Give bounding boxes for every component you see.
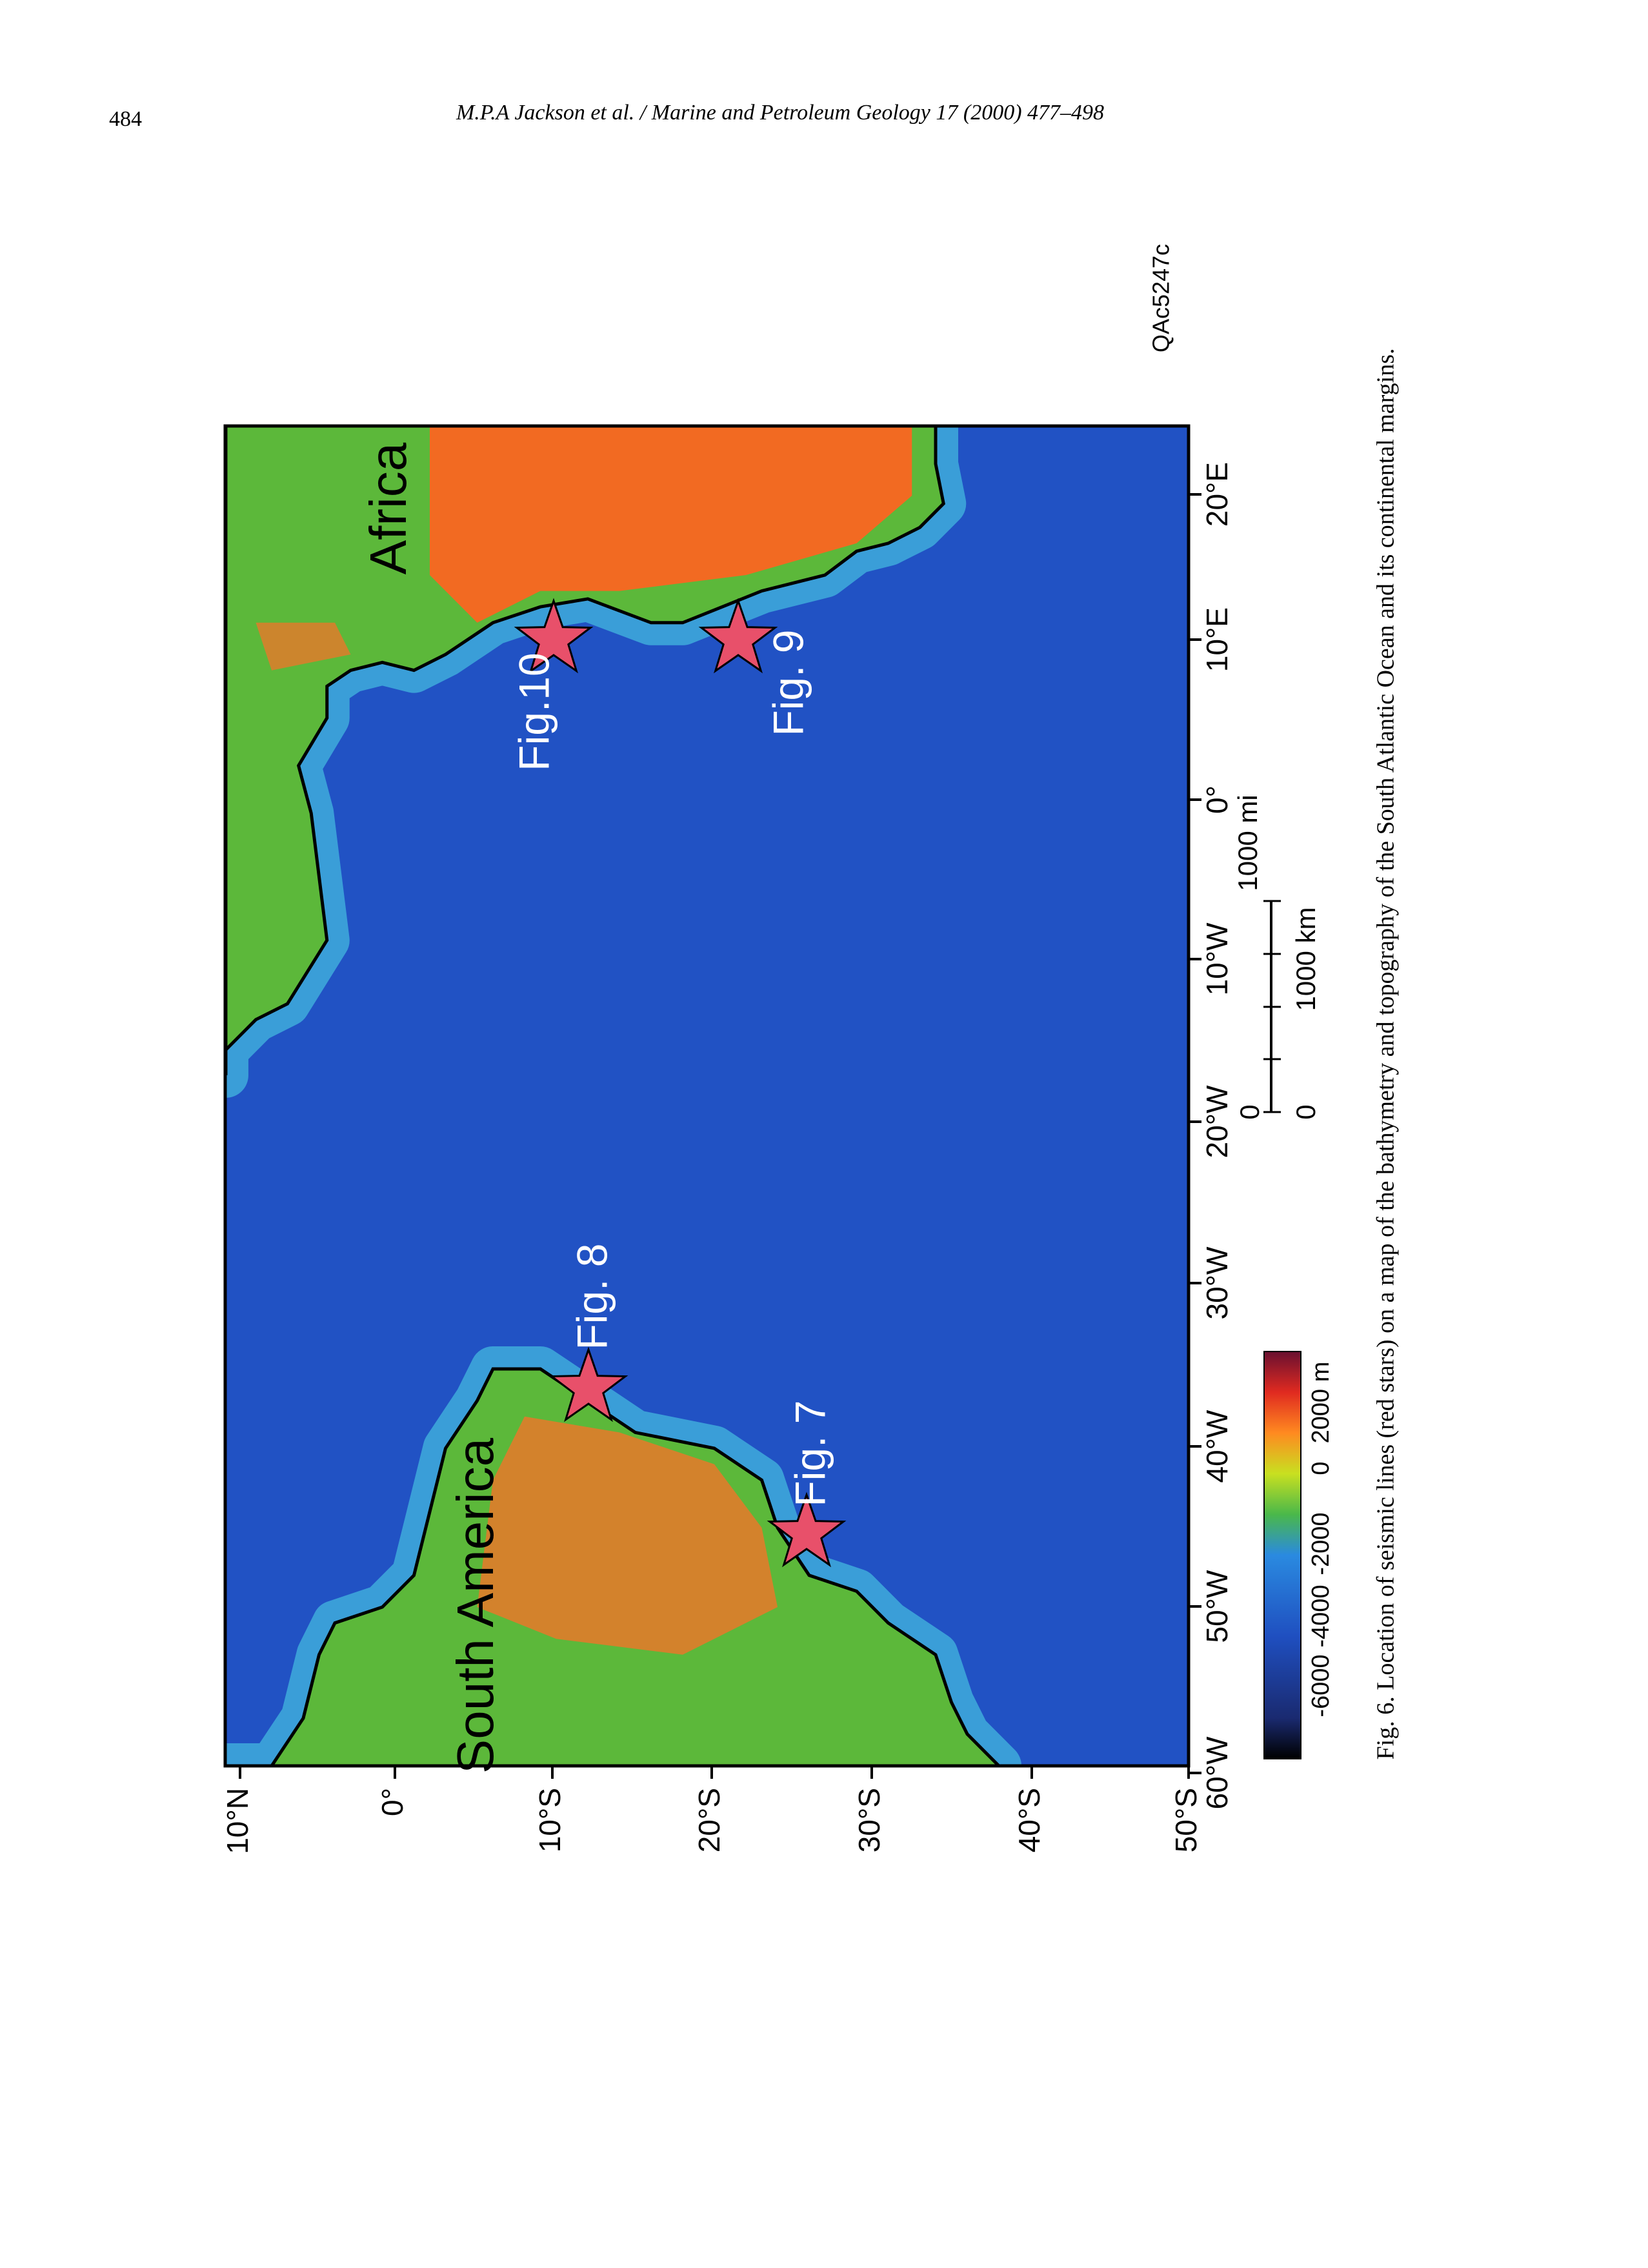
seismic-line-marker bbox=[698, 598, 778, 674]
color-bar bbox=[1263, 1351, 1301, 1759]
longitude-label: 40°W bbox=[1200, 1410, 1234, 1483]
seismic-line-marker bbox=[514, 598, 594, 674]
color-bar-label: -6000 bbox=[1307, 1654, 1334, 1717]
map bbox=[225, 426, 1189, 1766]
running-title: M.P.A Jackson et al. / Marine and Petrol… bbox=[456, 101, 1104, 125]
region-label: Africa bbox=[359, 442, 417, 574]
longitude-label: 10°W bbox=[1200, 922, 1234, 996]
land bbox=[225, 426, 945, 1075]
color-bar-label: 0 bbox=[1307, 1461, 1334, 1475]
highland bbox=[256, 622, 351, 671]
longitude-label: 60°W bbox=[1200, 1736, 1234, 1810]
color-bar-label: -2000 bbox=[1307, 1512, 1334, 1575]
seismic-line-marker bbox=[767, 1492, 847, 1568]
longitude-label: 30°W bbox=[1200, 1246, 1234, 1320]
color-bar-label: -4000 bbox=[1307, 1585, 1334, 1647]
latitude-label: 10°S bbox=[533, 1788, 567, 1852]
scale-label: 1000 km bbox=[1291, 907, 1321, 1011]
latitude-label: 0° bbox=[376, 1788, 409, 1816]
latitude-label: 50°S bbox=[1169, 1788, 1203, 1852]
latitude-label: 30°S bbox=[852, 1788, 886, 1852]
seismic-line-marker bbox=[548, 1346, 628, 1423]
longitude-label: 0° bbox=[1200, 785, 1234, 814]
latitude-label: 10°N bbox=[221, 1788, 254, 1854]
longitude-label: 20°W bbox=[1200, 1085, 1234, 1159]
page-number: 484 bbox=[109, 107, 142, 131]
latitude-label: 20°S bbox=[692, 1788, 726, 1852]
latitude-label: 40°S bbox=[1012, 1788, 1046, 1852]
color-bar-label: 2000 m bbox=[1307, 1362, 1334, 1444]
figure-id: QAc5247c bbox=[1148, 244, 1174, 352]
longitude-label: 20°E bbox=[1200, 462, 1234, 527]
longitude-label: 50°W bbox=[1200, 1570, 1234, 1643]
map-frame bbox=[223, 424, 1191, 1768]
marker-label: Fig. 9 bbox=[764, 629, 812, 736]
highland bbox=[430, 426, 912, 623]
longitude-label: 10°E bbox=[1200, 607, 1234, 672]
scale-label: 0 bbox=[1291, 1104, 1321, 1119]
caption: Fig. 6. Location of seismic lines (red s… bbox=[1372, 349, 1400, 1760]
region-label: South America bbox=[447, 1437, 504, 1774]
highland bbox=[477, 1416, 778, 1655]
scale-label: 1000 mi bbox=[1232, 795, 1263, 891]
marker-label: Fig.10 bbox=[510, 653, 558, 771]
scale-label: 0 bbox=[1234, 1104, 1265, 1119]
marker-label: Fig. 8 bbox=[568, 1243, 616, 1350]
marker-label: Fig. 7 bbox=[786, 1400, 834, 1506]
